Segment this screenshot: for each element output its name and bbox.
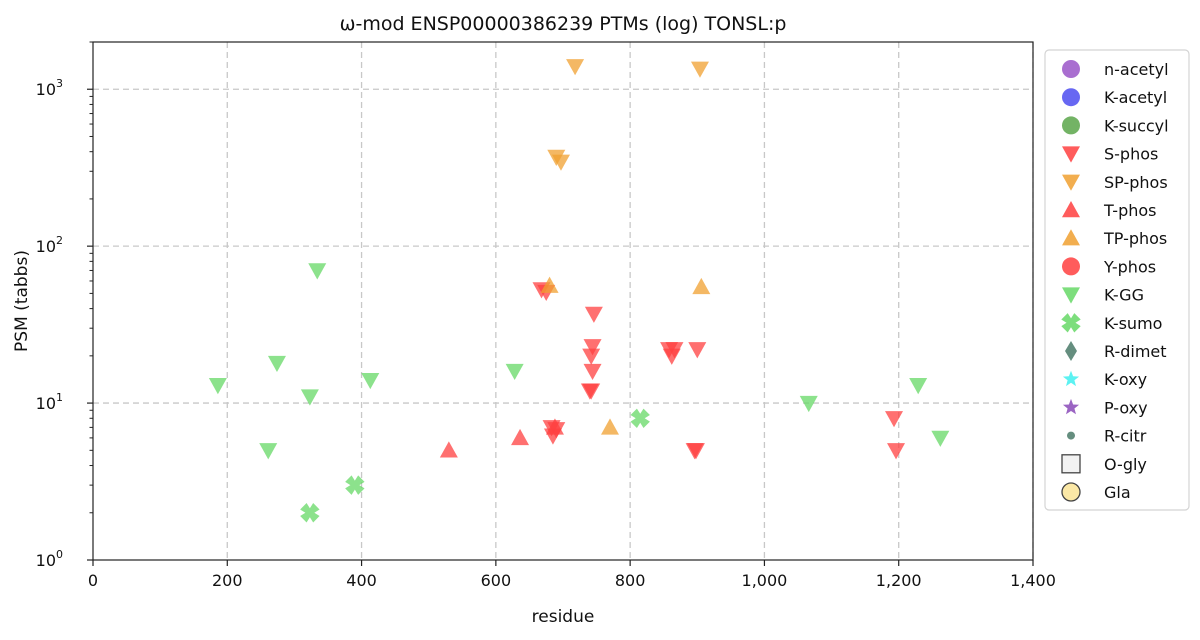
K-sumo-point	[630, 408, 650, 428]
x-tick-label: 0	[88, 571, 98, 590]
legend-label-K-sumo: K-sumo	[1104, 314, 1162, 333]
legend-label-S-phos: S-phos	[1104, 145, 1158, 164]
K-GG-point	[799, 395, 818, 413]
legend-marker-n-acetyl	[1062, 60, 1080, 78]
chart-title: ω-mod ENSP00000386239 PTMs (log) TONSL:p	[340, 13, 787, 35]
K-GG-point	[361, 372, 380, 390]
TP-phos-point	[692, 277, 711, 295]
TP-phos-point	[601, 418, 619, 435]
S-phos-point	[688, 342, 707, 359]
legend-label-R-citr: R-citr	[1104, 427, 1147, 446]
K-GG-point	[300, 389, 319, 406]
x-tick-label: 1,400	[1010, 571, 1056, 590]
TP-phos-point	[540, 276, 559, 293]
K-GG-point	[909, 377, 928, 395]
legend: n-acetyl K-acetyl K-succyl S-phos SP-phos T-p…	[1044, 49, 1190, 511]
SP-phos-point	[690, 61, 709, 78]
K-GG-point	[308, 263, 327, 280]
y-tick-label: 103	[36, 77, 63, 99]
S-phos-point	[885, 411, 904, 428]
legend-label-K-succyl: K-succyl	[1104, 116, 1169, 135]
S-phos-point	[583, 363, 602, 381]
axes: 0 200 400 600 800 1,000 1,200 1,400 100 101 102 103	[36, 41, 1056, 590]
K-sumo-point	[345, 475, 365, 495]
legend-marker-K-oxy	[1062, 370, 1080, 387]
K-GG-point	[208, 377, 227, 395]
legend-label-K-oxy: K-oxy	[1104, 370, 1147, 389]
y-tick-label: 100	[36, 548, 63, 570]
legend-label-T-phos: T-phos	[1103, 201, 1157, 220]
legend-label-R-dimet: R-dimet	[1104, 342, 1167, 361]
plot-frame	[92, 41, 1034, 561]
legend-box	[1044, 49, 1190, 511]
T-phos-point	[511, 428, 530, 446]
legend-marker-K-GG	[1062, 287, 1080, 304]
legend-label-n-acetyl: n-acetyl	[1104, 60, 1169, 79]
legend-label-K-acetyl: K-acetyl	[1104, 88, 1167, 107]
legend-marker-Y-phos	[1062, 257, 1080, 276]
S-phos-point	[887, 443, 906, 460]
S-phos-point	[662, 348, 681, 365]
K-GG-point	[259, 443, 278, 460]
S-phos-point	[686, 443, 705, 460]
legend-marker-K-acetyl	[1062, 88, 1080, 107]
legend-label-Y-phos: Y-phos	[1103, 257, 1156, 276]
legend-label-O-gly: O-gly	[1104, 455, 1147, 474]
grid-lines	[93, 42, 1034, 560]
SP-phos-point	[551, 154, 570, 171]
T-phos-point	[545, 418, 564, 435]
SP-phos-point	[566, 59, 585, 76]
x-tick-label: 800	[615, 571, 646, 590]
x-axis-label: residue	[532, 607, 595, 627]
K-GG-point	[267, 355, 286, 373]
y-axis-label: PSM (tabbs)	[12, 250, 32, 352]
K-sumo-point	[300, 503, 320, 523]
T-phos-point	[439, 441, 458, 458]
legend-label-P-oxy: P-oxy	[1104, 398, 1148, 417]
plot-area	[208, 59, 950, 523]
legend-marker-Gla	[1061, 482, 1081, 502]
legend-marker-T-phos	[1062, 201, 1080, 218]
legend-marker-K-succyl	[1062, 116, 1080, 135]
y-tick-label: 101	[36, 391, 63, 413]
legend-label-SP-phos: SP-phos	[1104, 173, 1168, 192]
legend-label-K-GG: K-GG	[1104, 286, 1144, 305]
y-tick-label: 102	[36, 234, 63, 256]
legend-marker-TP-phos	[1062, 229, 1080, 246]
legend-marker-SP-phos	[1062, 174, 1080, 191]
x-tick-label: 600	[481, 571, 512, 590]
S-phos-point	[582, 348, 601, 365]
K-GG-point	[931, 430, 950, 447]
x-tick-label: 200	[212, 571, 243, 590]
legend-marker-K-sumo	[1061, 313, 1081, 333]
legend-marker-O-gly	[1061, 454, 1081, 474]
x-tick-label: 400	[346, 571, 377, 590]
legend-label-Gla: Gla	[1104, 483, 1131, 502]
legend-marker-R-dimet	[1065, 341, 1077, 361]
S-phos-point	[584, 306, 603, 323]
x-tick-label: 1,200	[876, 571, 922, 590]
legend-marker-S-phos	[1062, 146, 1080, 163]
S-phos-point	[582, 383, 601, 400]
legend-marker-R-citr	[1067, 431, 1075, 440]
x-tick-label: 1,000	[742, 571, 788, 590]
S-phos-point	[583, 339, 602, 356]
legend-label-TP-phos: TP-phos	[1103, 229, 1167, 248]
K-GG-point	[505, 363, 524, 381]
legend-marker-P-oxy	[1062, 398, 1080, 415]
